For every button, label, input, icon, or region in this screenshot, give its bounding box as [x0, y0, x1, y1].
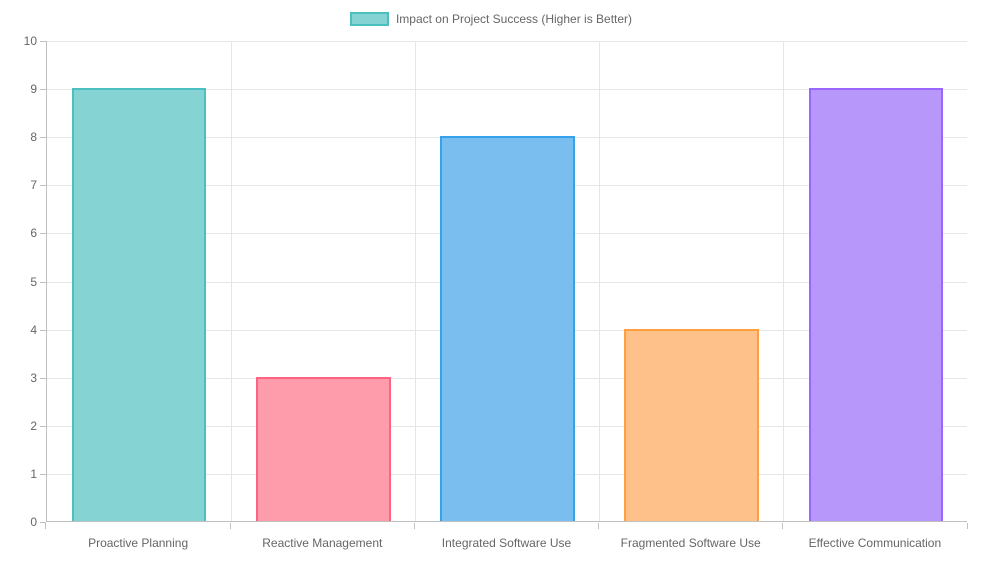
y-axis-tick — [40, 329, 46, 331]
y-axis-tick — [40, 522, 46, 523]
y-axis-tick — [40, 89, 46, 91]
y-tick-label: 6 — [30, 226, 37, 241]
bar-integrated-software-use[interactable] — [440, 136, 575, 521]
y-axis-tick — [40, 185, 46, 187]
bar-effective-communication[interactable] — [808, 88, 944, 521]
legend-swatch-icon — [349, 12, 389, 26]
x-grid-line — [414, 41, 416, 521]
y-tick-label: 1 — [30, 466, 37, 481]
y-tick-label: 3 — [30, 370, 37, 385]
x-category-label: Reactive Management — [262, 536, 383, 550]
bar-reactive-management[interactable] — [256, 376, 391, 521]
chart-legend[interactable]: Impact on Project Success (Higher is Bet… — [0, 12, 982, 26]
y-axis-tick — [40, 377, 46, 379]
y-axis-tick — [40, 41, 46, 42]
x-axis-tick — [413, 523, 415, 529]
y-axis-tick — [40, 425, 46, 427]
y-axis-tick — [40, 281, 46, 283]
plot-area — [46, 41, 967, 522]
y-tick-label: 8 — [30, 130, 37, 145]
y-tick-label: 2 — [30, 418, 37, 433]
y-tick-label: 0 — [30, 515, 37, 529]
bar-fragmented-software-use[interactable] — [624, 328, 759, 521]
x-category-label: Fragmented Software Use — [620, 536, 761, 550]
x-category-label: Effective Communication — [808, 536, 942, 550]
x-axis-tick — [782, 523, 784, 529]
y-axis-tick — [40, 137, 46, 139]
x-category-label: Integrated Software Use — [441, 536, 572, 550]
y-tick-label: 4 — [30, 322, 37, 337]
x-axis-tick — [229, 523, 231, 529]
y-axis-tick — [40, 473, 46, 475]
y-tick-label: 10 — [23, 34, 37, 48]
x-grid-line — [783, 41, 785, 521]
x-axis-tick — [45, 523, 46, 529]
y-tick-label: 5 — [30, 274, 37, 289]
bar-proactive-planning[interactable] — [71, 88, 207, 521]
legend-label: Impact on Project Success (Higher is Bet… — [395, 12, 633, 26]
y-grid-line — [47, 41, 967, 42]
y-grid-line — [47, 89, 967, 91]
y-tick-label: 7 — [30, 178, 37, 193]
x-grid-line — [599, 41, 601, 521]
x-axis-tick — [598, 523, 600, 529]
x-grid-line — [230, 41, 232, 521]
y-tick-label: 9 — [30, 82, 37, 97]
y-axis-tick — [40, 233, 46, 235]
x-axis-tick — [966, 523, 968, 529]
x-category-label: Proactive Planning — [88, 536, 189, 550]
